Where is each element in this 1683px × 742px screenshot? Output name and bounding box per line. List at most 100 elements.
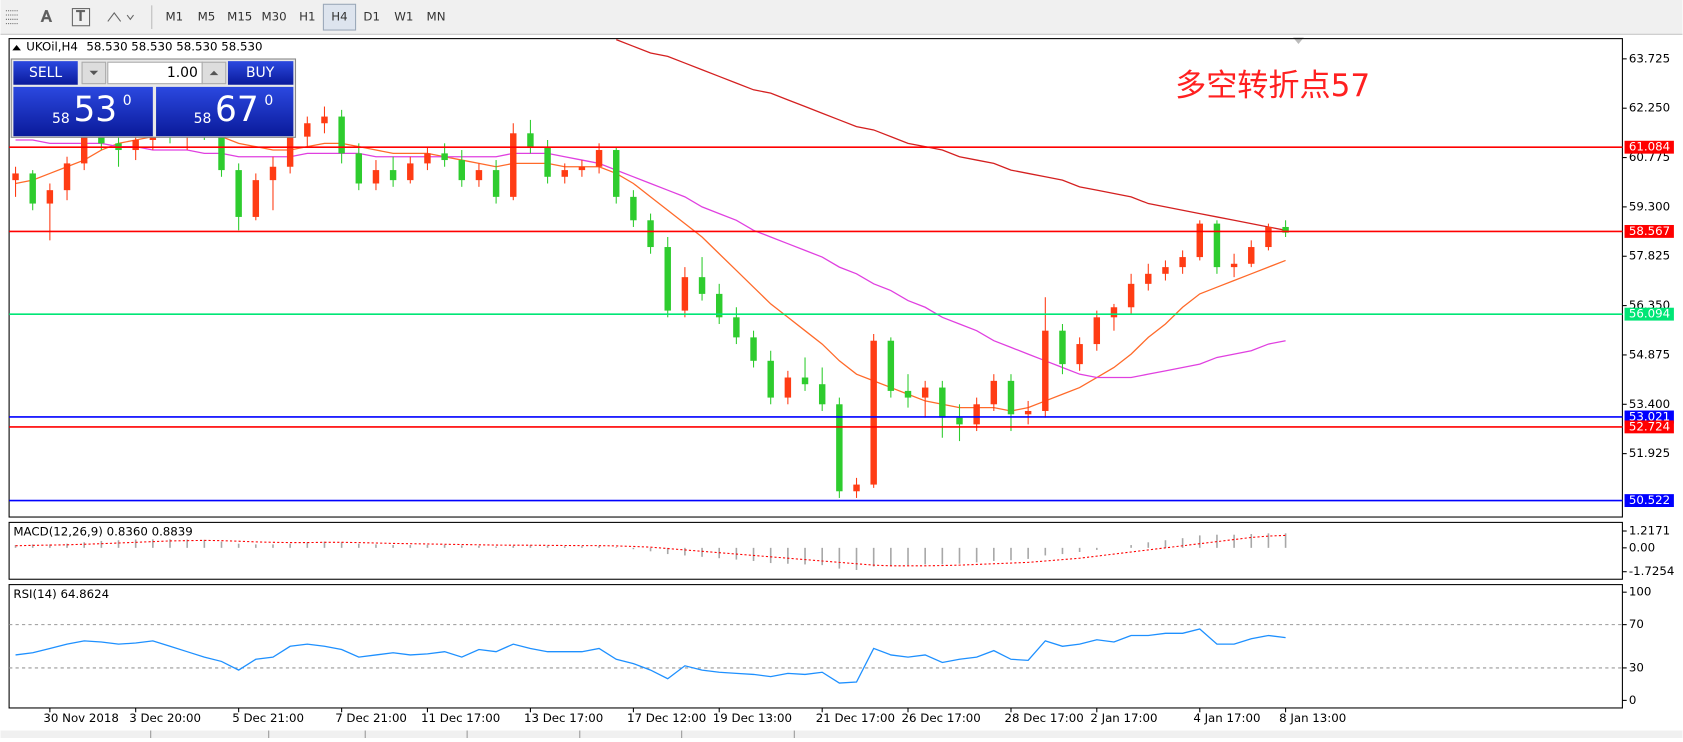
candle-body xyxy=(630,196,637,221)
bid-small: 58 xyxy=(52,111,70,127)
candle-body xyxy=(836,404,843,492)
x-tick-label: 19 Dec 13:00 xyxy=(713,711,792,725)
candle-body xyxy=(767,360,774,398)
candle-body xyxy=(12,173,19,181)
ask-small: 58 xyxy=(194,111,212,127)
x-tick-label: 30 Nov 2018 xyxy=(43,711,118,725)
x-tick-label: 8 Jan 13:00 xyxy=(1279,711,1346,725)
x-tick-label: 2 Jan 17:00 xyxy=(1090,711,1157,725)
y-tick-label: 0 xyxy=(1629,693,1637,707)
x-tick-label: 4 Jan 17:00 xyxy=(1193,711,1260,725)
candle-body xyxy=(338,116,345,154)
timeframe-button[interactable]: M5 xyxy=(198,10,216,24)
ask-big: 67 xyxy=(215,90,259,130)
candle-body xyxy=(904,390,912,398)
timeframe-active xyxy=(322,3,357,31)
x-tick-label: 5 Dec 21:00 xyxy=(232,711,304,725)
candle-body xyxy=(98,133,105,144)
candle-body xyxy=(1196,223,1203,258)
x-tick-label: 11 Dec 17:00 xyxy=(421,711,500,725)
level-tag xyxy=(1624,410,1674,424)
y-tick-label: 63.725 xyxy=(1629,51,1670,65)
candle-body xyxy=(595,150,603,167)
ask-box[interactable] xyxy=(156,86,294,137)
candle-body xyxy=(1093,317,1101,345)
timeframe-button[interactable]: M30 xyxy=(261,10,286,24)
timeframe-button[interactable]: M15 xyxy=(227,10,252,24)
candle-body xyxy=(613,150,620,197)
text-tool-icon[interactable]: A xyxy=(41,7,53,26)
candle-body xyxy=(1282,226,1289,233)
macd-signal xyxy=(15,534,1286,567)
indicator-title: RSI(14) 64.8624 xyxy=(13,587,109,601)
candle-body xyxy=(407,163,414,181)
level-tag xyxy=(1624,307,1674,321)
x-tick-label: 3 Dec 20:00 xyxy=(129,711,201,725)
candle-body xyxy=(647,220,654,248)
candle-body xyxy=(218,133,225,171)
candle-body xyxy=(424,153,431,164)
x-tick-label: 21 Dec 17:00 xyxy=(816,711,895,725)
ohlc-readout: 58.530 58.530 58.530 58.530 xyxy=(86,40,262,54)
candle-body xyxy=(921,387,929,398)
y-tick-label: 62.250 xyxy=(1629,101,1670,115)
y-tick-label: -1.7254 xyxy=(1629,564,1674,578)
volume-value: 1.00 xyxy=(167,65,198,81)
timeframe-button[interactable]: W1 xyxy=(394,10,413,24)
buy-button[interactable] xyxy=(227,61,294,85)
annotation: 多空转折点57 xyxy=(1175,68,1370,104)
candle-body xyxy=(801,377,809,385)
rsi-line xyxy=(15,628,1286,684)
candle-body xyxy=(664,247,671,311)
candle-body xyxy=(1127,283,1135,308)
x-tick-label: 13 Dec 17:00 xyxy=(524,711,603,725)
x-tick-label: 7 Dec 21:00 xyxy=(335,711,407,725)
moving-average xyxy=(15,132,1286,412)
y-tick-label: 1.2171 xyxy=(1629,524,1670,538)
bid-sup: 0 xyxy=(123,93,132,109)
timeframe-button[interactable]: D1 xyxy=(363,10,380,24)
candle-body xyxy=(235,170,242,217)
level-label: 61.084 xyxy=(1629,140,1670,154)
candle-body xyxy=(544,146,551,177)
y-tick-label: 0.00 xyxy=(1629,540,1655,554)
bid-box[interactable] xyxy=(13,86,153,137)
timeframe-button[interactable]: H1 xyxy=(299,10,315,24)
y-tick-label: 59.300 xyxy=(1629,199,1670,213)
moving-average xyxy=(15,139,1286,379)
candle-body xyxy=(1042,330,1049,411)
sell-button[interactable] xyxy=(13,61,78,85)
buy-label: BUY xyxy=(246,65,275,81)
candle-body xyxy=(1007,380,1015,415)
candle-body xyxy=(510,133,517,197)
ask-sup: 0 xyxy=(264,93,273,109)
timeframe-button[interactable]: MN xyxy=(427,10,446,24)
candle-body xyxy=(252,180,260,217)
timeframe-button[interactable]: M1 xyxy=(165,10,183,24)
candle-body xyxy=(29,173,36,204)
y-tick-label: 54.875 xyxy=(1629,347,1670,361)
symbol-title: UKOil,H4 xyxy=(26,40,78,54)
bid-big: 53 xyxy=(73,90,117,130)
svg-text:T: T xyxy=(76,10,85,25)
level-label: 56.094 xyxy=(1629,307,1670,321)
candle-body xyxy=(458,160,465,181)
timeframe-button[interactable]: H4 xyxy=(331,10,347,24)
plot-layer: 63.72562.25060.77559.30057.82556.35054.8… xyxy=(9,39,1674,725)
candle-body xyxy=(853,484,860,492)
x-tick-label: 26 Dec 17:00 xyxy=(902,711,981,725)
candle-body xyxy=(1110,307,1118,318)
candle-body xyxy=(750,337,757,361)
level-tag xyxy=(1624,420,1674,434)
candle-body xyxy=(1162,267,1169,274)
candle-body xyxy=(1059,330,1066,365)
level-tag xyxy=(1624,140,1674,154)
candle-body xyxy=(1179,257,1186,268)
candle-body xyxy=(1076,344,1083,365)
collapse-arrow[interactable] xyxy=(12,45,21,51)
y-tick-label: 53.400 xyxy=(1629,397,1670,411)
candle-body xyxy=(286,136,294,167)
candle-body xyxy=(492,170,500,197)
level-tag xyxy=(1624,494,1674,508)
